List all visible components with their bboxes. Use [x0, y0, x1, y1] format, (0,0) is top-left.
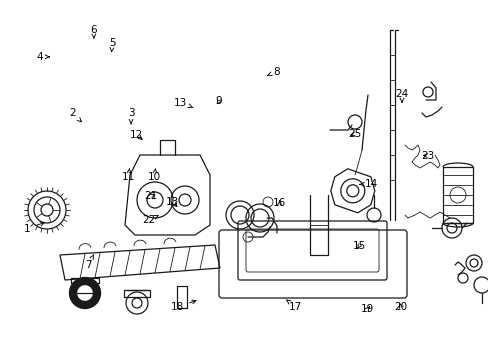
Text: 15: 15 — [352, 240, 366, 251]
Text: 24: 24 — [394, 89, 408, 102]
Text: 18: 18 — [170, 300, 196, 312]
Text: 9: 9 — [215, 96, 222, 106]
Text: 14: 14 — [359, 179, 378, 189]
Text: 2: 2 — [69, 108, 81, 122]
Text: 19: 19 — [360, 304, 374, 314]
Text: 13: 13 — [165, 197, 179, 207]
Text: 25: 25 — [347, 129, 361, 139]
Text: 3: 3 — [127, 108, 134, 124]
Text: 17: 17 — [286, 300, 302, 312]
Text: 4: 4 — [37, 52, 49, 62]
Circle shape — [73, 281, 97, 305]
Text: 20: 20 — [394, 302, 407, 312]
Text: 8: 8 — [267, 67, 279, 77]
Text: 10: 10 — [148, 169, 161, 182]
Text: 1: 1 — [23, 222, 44, 234]
Text: 21: 21 — [143, 191, 157, 201]
Text: 22: 22 — [142, 215, 158, 225]
Text: 13: 13 — [174, 98, 192, 108]
Text: 6: 6 — [90, 24, 97, 38]
Text: 16: 16 — [272, 198, 286, 208]
Text: 23: 23 — [420, 150, 434, 161]
Text: 7: 7 — [84, 255, 94, 270]
Text: 12: 12 — [130, 130, 143, 140]
Text: 5: 5 — [109, 38, 116, 51]
Text: 11: 11 — [122, 169, 135, 182]
